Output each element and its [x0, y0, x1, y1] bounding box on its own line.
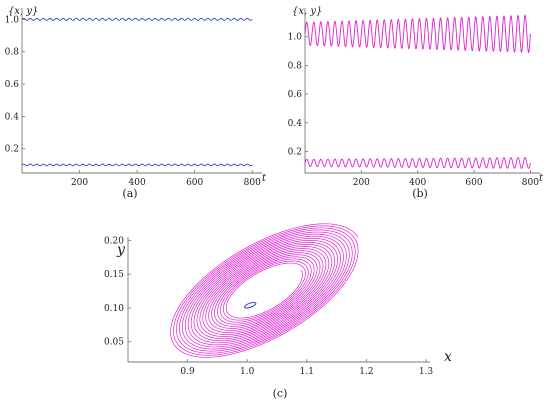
y-tick-label: 1.0	[5, 15, 20, 25]
panel-c-chart: y x (c) 0.9 1.0 1.1 1.2 1.3 0.05 0.10 0.15 0.20	[104, 223, 452, 400]
panel-a-label: (a)	[122, 187, 137, 200]
panel-b-ylabel: {x, y}	[292, 6, 322, 17]
series-line-0	[21, 17, 253, 21]
series-line-0	[304, 14, 531, 54]
y-tick-label: 0.05	[104, 338, 124, 348]
phase-limit-cycle	[244, 301, 257, 309]
x-tick-label: 1.0	[240, 367, 255, 377]
x-tick-label: 1.2	[359, 367, 373, 377]
x-tick-label: 0.9	[180, 367, 195, 377]
y-tick-label: 0.8	[288, 61, 303, 71]
x-tick-label: 400	[409, 178, 426, 188]
y-tick-label: 0.15	[104, 270, 124, 280]
x-tick-label: 800	[244, 178, 261, 188]
panel-b-xlabel: t	[539, 173, 544, 184]
y-tick-label: 0.8	[5, 48, 20, 58]
y-tick-label: 0.2	[288, 147, 302, 157]
series-line-1	[21, 163, 253, 167]
y-tick-label: 0.10	[104, 304, 124, 314]
panel-a-chart: {x, y} t (a) 200 400 600 800 0.2 0.4 0.6 0.8 1.0	[5, 6, 267, 200]
y-tick-label: 0.20	[104, 236, 124, 246]
y-tick-label: 0.4	[288, 119, 303, 129]
x-tick-label: 400	[129, 178, 146, 188]
y-tick-label: 0.6	[5, 80, 20, 90]
y-tick-label: 0.4	[5, 112, 20, 122]
x-tick-label: 1.3	[419, 367, 434, 377]
panel-c-ylabel: y	[116, 242, 126, 258]
x-tick-label: 200	[71, 178, 88, 188]
x-tick-label: 600	[186, 178, 203, 188]
y-tick-label: 1.0	[288, 33, 303, 43]
panel-a-ylabel: {x, y}	[8, 6, 38, 17]
panel-b-label: (b)	[412, 187, 428, 200]
y-tick-label: 0.2	[5, 145, 19, 155]
series-line-1	[304, 157, 531, 169]
x-tick-label: 1.1	[300, 367, 314, 377]
panel-a-xlabel: t	[262, 173, 267, 184]
x-tick-label: 600	[465, 178, 482, 188]
y-tick-label: 0.6	[288, 90, 303, 100]
x-tick-label: 200	[353, 178, 370, 188]
panel-c-label: (c)	[273, 387, 288, 400]
panel-b-chart: {x, y} t (b) 200 400 600 800 0.2 0.4 0.6 0.8 1.0	[288, 6, 544, 200]
panel-c-xlabel: x	[444, 349, 452, 365]
phase-spiral	[170, 223, 359, 358]
x-tick-label: 800	[522, 178, 539, 188]
